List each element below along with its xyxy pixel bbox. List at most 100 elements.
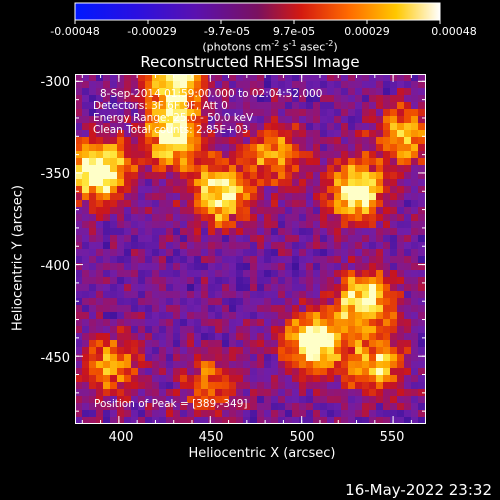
heatmap-cell [194,116,201,123]
heatmap-cell [152,305,159,312]
heatmap-cell [152,319,159,326]
heatmap-cell [306,382,313,389]
heatmap-cell [187,193,194,200]
heatmap-cell [243,382,250,389]
heatmap-cell [208,270,215,277]
heatmap-cell [271,88,278,95]
heatmap-cell [376,130,383,137]
heatmap-cell [313,319,320,326]
heatmap-cell [194,95,201,102]
heatmap-cell [320,284,327,291]
heatmap-cell [117,263,124,270]
heatmap-cell [96,298,103,305]
heatmap-cell [369,109,376,116]
heatmap-cell [131,403,138,410]
heatmap-cell [355,144,362,151]
heatmap-cell [362,109,369,116]
heatmap-cell [89,347,96,354]
heatmap-cell [194,340,201,347]
heatmap-cell [348,130,355,137]
heatmap-cell [243,95,250,102]
heatmap-cell [110,242,117,249]
heatmap-cell [341,228,348,235]
heatmap-cell [257,88,264,95]
heatmap-cell [131,221,138,228]
heatmap-cell [355,410,362,417]
heatmap-cell [152,375,159,382]
heatmap-cell [306,242,313,249]
heatmap-cell [418,165,425,172]
heatmap-cell [348,109,355,116]
heatmap-cell [89,214,96,221]
heatmap-cell [159,284,166,291]
heatmap-cell [299,186,306,193]
heatmap-cell [229,123,236,130]
heatmap-cell [180,291,187,298]
heatmap-cell [131,389,138,396]
heatmap-cell [145,186,152,193]
heatmap-cell [236,403,243,410]
heatmap-cell [145,235,152,242]
heatmap-cell [103,179,110,186]
heatmap-cell [271,333,278,340]
heatmap-cell [306,109,313,116]
heatmap-cell [159,298,166,305]
heatmap-cell [369,396,376,403]
heatmap-cell [215,172,222,179]
heatmap-cell [264,270,271,277]
heatmap-cell [89,284,96,291]
heatmap-cell [257,326,264,333]
heatmap-cell [320,235,327,242]
heatmap-cell [369,116,376,123]
heatmap-cell [187,74,194,81]
heatmap-cell [404,249,411,256]
heatmap-cell [89,298,96,305]
heatmap-cell [89,403,96,410]
heatmap-cell [341,368,348,375]
heatmap-cell [383,144,390,151]
heatmap-cell [152,193,159,200]
heatmap-cell [362,172,369,179]
heatmap-cell [271,186,278,193]
heatmap-cell [264,403,271,410]
heatmap-cell [194,186,201,193]
heatmap-cell [208,172,215,179]
heatmap-cell [194,144,201,151]
heatmap-cell [271,200,278,207]
heatmap-cell [180,214,187,221]
heatmap-cell [215,193,222,200]
heatmap-cell [89,249,96,256]
heatmap-cell [159,263,166,270]
heatmap-cell [201,81,208,88]
heatmap-cell [222,270,229,277]
heatmap-cell [264,389,271,396]
heatmap-cell [208,298,215,305]
heatmap-cell [236,340,243,347]
heatmap-cell [334,354,341,361]
heatmap-cell [131,347,138,354]
heatmap-cell [362,333,369,340]
heatmap-cell [250,396,257,403]
heatmap-cell [103,221,110,228]
heatmap-cell [390,277,397,284]
heatmap-cell [243,130,250,137]
heatmap-cell [376,263,383,270]
heatmap-cell [264,382,271,389]
heatmap-cell [250,207,257,214]
heatmap-cell [250,291,257,298]
heatmap-cell [369,95,376,102]
heatmap-cell [145,88,152,95]
heatmap-cell [404,242,411,249]
heatmap-cell [243,340,250,347]
heatmap-cell [397,172,404,179]
heatmap-cell [187,312,194,319]
heatmap-cell [313,242,320,249]
heatmap-cell [166,403,173,410]
heatmap-cell [292,249,299,256]
heatmap-cell [110,102,117,109]
heatmap-cell [243,333,250,340]
heatmap-cell [383,368,390,375]
heatmap-cell [124,88,131,95]
heatmap-cell [264,123,271,130]
heatmap-cell [222,333,229,340]
